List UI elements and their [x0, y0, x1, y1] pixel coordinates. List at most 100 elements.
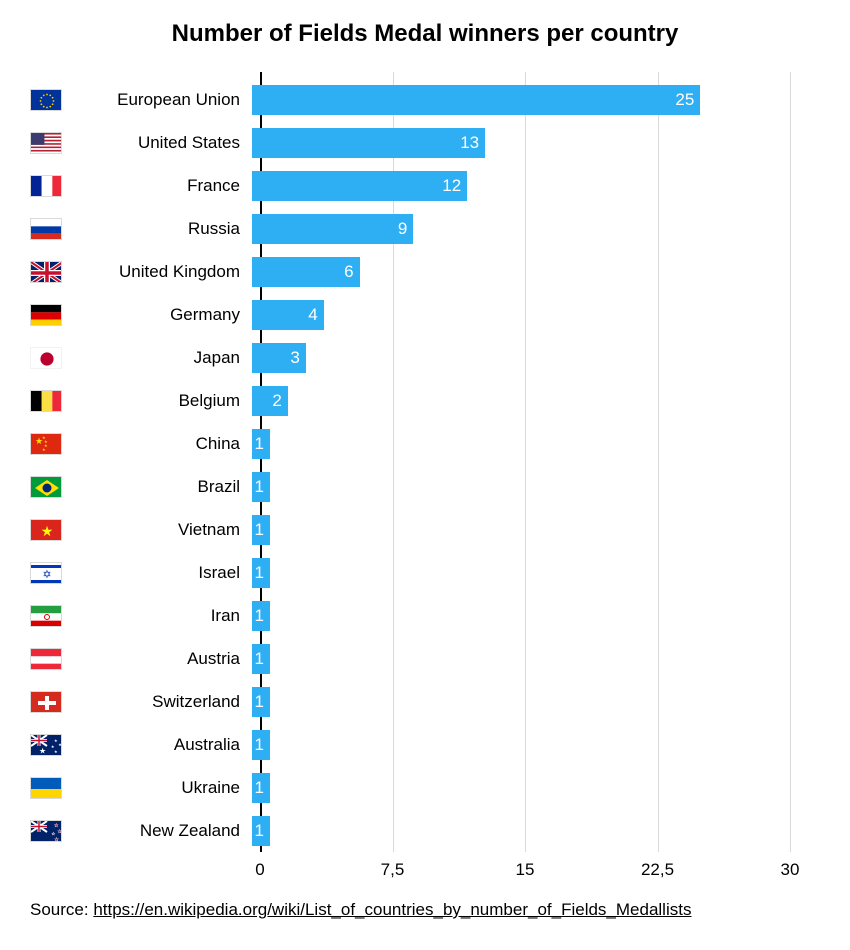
bar-track: 6 [252, 250, 790, 293]
svg-text:★: ★ [41, 523, 54, 539]
bar-track: 2 [252, 379, 790, 422]
bar-value-label: 1 [254, 520, 263, 540]
flag-icon [30, 777, 62, 799]
bar-track: 1 [252, 465, 790, 508]
bar-track: 1 [252, 508, 790, 551]
flag-icon: ✡ [30, 562, 62, 584]
flag-icon: ★★★★ [30, 820, 62, 842]
bar-row: Switzerland1 [30, 680, 790, 723]
chart-area: 07,51522,530 European Union25United Stat… [30, 72, 820, 892]
bar: 9 [252, 214, 413, 244]
bar-track: 1 [252, 809, 790, 852]
source-line: Source: https://en.wikipedia.org/wiki/Li… [30, 900, 820, 920]
x-tick-label: 7,5 [381, 860, 405, 880]
country-label: Japan [62, 348, 252, 368]
source-prefix: Source: [30, 900, 93, 919]
bar-value-label: 1 [254, 692, 263, 712]
bar-row: ★★★★★Australia1 [30, 723, 790, 766]
country-label: Vietnam [62, 520, 252, 540]
bar-track: 25 [252, 78, 790, 121]
bar-track: 1 [252, 637, 790, 680]
bar: 1 [252, 816, 270, 846]
bar-track: 1 [252, 551, 790, 594]
bar-row: France 12 [30, 164, 790, 207]
svg-text:★: ★ [51, 831, 55, 836]
bar-row: ★★★★★China1 [30, 422, 790, 465]
chart-title: Number of Fields Medal winners per count… [30, 20, 820, 48]
bar-value-label: 1 [254, 563, 263, 583]
bar: 1 [252, 730, 270, 760]
svg-text:★: ★ [54, 837, 59, 842]
country-label: United Kingdom [62, 262, 252, 282]
bar-value-label: 4 [308, 305, 317, 325]
x-tick-label: 30 [781, 860, 800, 880]
x-tick-label: 0 [255, 860, 264, 880]
source-link[interactable]: https://en.wikipedia.org/wiki/List_of_co… [93, 900, 691, 919]
bar-row: ✡Israel1 [30, 551, 790, 594]
bar-row: ★★★★New Zealand1 [30, 809, 790, 852]
flag-icon [30, 390, 62, 412]
bar: 1 [252, 429, 270, 459]
bar-row: Austria1 [30, 637, 790, 680]
country-label: New Zealand [62, 821, 252, 841]
flag-icon [30, 261, 62, 283]
country-label: Germany [62, 305, 252, 325]
country-label: Ukraine [62, 778, 252, 798]
bar: 13 [252, 128, 485, 158]
bar: 12 [252, 171, 467, 201]
bar-value-label: 12 [442, 176, 461, 196]
bar-track: 9 [252, 207, 790, 250]
flag-icon: ★★★★★ [30, 734, 62, 756]
bar-track: 1 [252, 766, 790, 809]
svg-text:★: ★ [39, 746, 46, 755]
bar-row: Russia9 [30, 207, 790, 250]
flag-icon [30, 132, 62, 154]
bar: 1 [252, 515, 270, 545]
bar-row: Belgium2 [30, 379, 790, 422]
bar-track: 12 [252, 164, 790, 207]
bar-track: 3 [252, 336, 790, 379]
country-label: Brazil [62, 477, 252, 497]
bar-row: Brazil1 [30, 465, 790, 508]
country-label: Switzerland [62, 692, 252, 712]
bar: 1 [252, 773, 270, 803]
bar: 25 [252, 85, 700, 115]
flag-icon [30, 605, 62, 627]
bar: 1 [252, 644, 270, 674]
country-label: Iran [62, 606, 252, 626]
country-label: Israel [62, 563, 252, 583]
bar: 1 [252, 687, 270, 717]
bar-track: 1 [252, 422, 790, 465]
country-label: United States [62, 133, 252, 153]
bar-value-label: 1 [254, 606, 263, 626]
bar: 4 [252, 300, 324, 330]
bar: 1 [252, 558, 270, 588]
country-label: Austria [62, 649, 252, 669]
bar-row: United States13 [30, 121, 790, 164]
bar-track: 13 [252, 121, 790, 164]
country-label: European Union [62, 90, 252, 110]
bar-value-label: 3 [290, 348, 299, 368]
bar: 3 [252, 343, 306, 373]
x-tick-label: 15 [516, 860, 535, 880]
gridline [790, 72, 791, 852]
bar: 1 [252, 601, 270, 631]
bar-rows: European Union25United States13France12R… [30, 72, 790, 852]
bar-row: Iran1 [30, 594, 790, 637]
bar-value-label: 9 [398, 219, 407, 239]
bar-track: 1 [252, 594, 790, 637]
flag-icon [30, 304, 62, 326]
svg-text:★: ★ [51, 744, 55, 749]
bar-value-label: 6 [344, 262, 353, 282]
flag-icon: ★★★★★ [30, 433, 62, 455]
country-label: Belgium [62, 391, 252, 411]
bar: 6 [252, 257, 360, 287]
flag-icon [30, 691, 62, 713]
bar-track: 1 [252, 723, 790, 766]
country-label: France [62, 176, 252, 196]
bar-value-label: 1 [254, 649, 263, 669]
bar-value-label: 1 [254, 735, 263, 755]
bar-value-label: 25 [675, 90, 694, 110]
flag-icon [30, 476, 62, 498]
bar-value-label: 1 [254, 434, 263, 454]
